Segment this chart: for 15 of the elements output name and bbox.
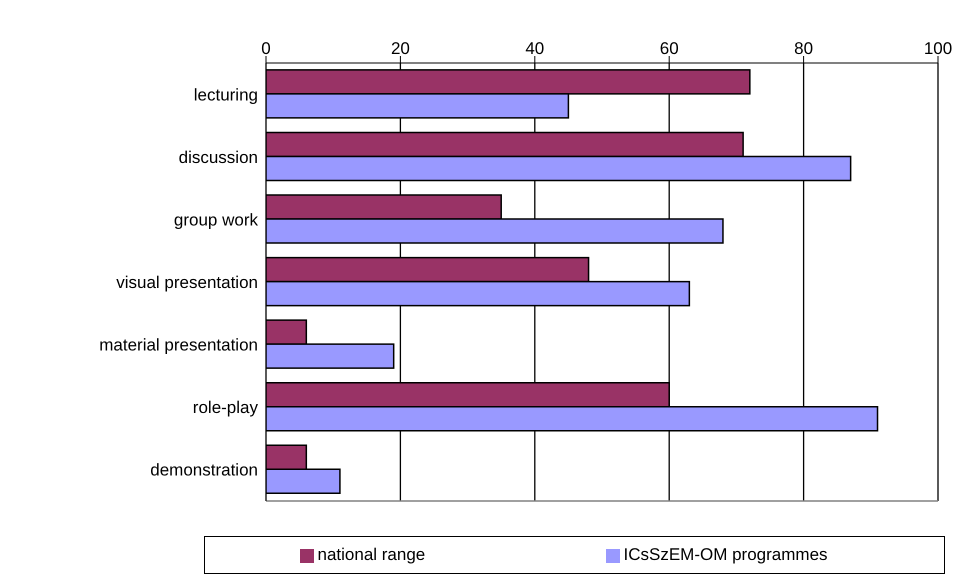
x-tick-label: 20 [390,39,410,58]
y-tick-label: lecturing [194,85,258,104]
y-tick-label: discussion [178,148,258,167]
y-tick-label: material presentation [99,336,258,355]
y-tick-label: group work [174,210,258,230]
y-tick-label: role-play [192,398,258,418]
y-tick-label: visual presentation [116,273,258,292]
x-tick-label: 80 [794,39,814,58]
legend-label: ICsSzEM-OM programmes [624,545,829,565]
x-tick-label: 60 [660,39,679,58]
y-tick-label: demonstration [150,460,258,480]
x-tick-label: 40 [525,39,544,58]
legend-label: national range [318,545,426,565]
x-tick-label: 0 [261,39,271,58]
x-tick-label: 100 [924,39,952,58]
